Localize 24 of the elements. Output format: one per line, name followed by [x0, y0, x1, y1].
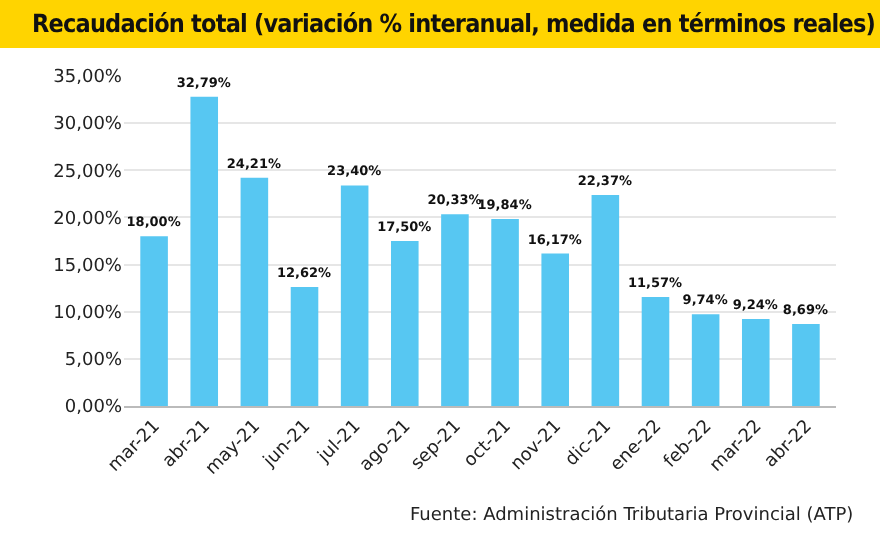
bar — [591, 195, 620, 406]
y-tick-label: 35,00% — [53, 68, 123, 89]
y-tick-label: 15,00% — [53, 256, 123, 277]
bar — [741, 318, 770, 406]
y-tick-label: 25,00% — [53, 162, 123, 183]
bar — [290, 287, 319, 406]
bar — [541, 253, 569, 406]
bar — [340, 185, 369, 406]
y-tick-label: 20,00% — [53, 209, 123, 230]
bar — [491, 218, 519, 406]
bar — [691, 314, 720, 406]
bar — [792, 324, 820, 406]
bar — [441, 214, 469, 406]
bar — [190, 96, 219, 406]
y-tick-label: 5,00% — [64, 351, 123, 372]
bar — [140, 236, 168, 406]
bar — [240, 177, 269, 406]
chart-title: Recaudación total (variación % interanual, medida en términos reales) — [0, 0, 880, 48]
bar — [391, 241, 419, 406]
y-tick-label: 0,00% — [64, 398, 123, 419]
bar — [641, 296, 670, 406]
y-tick-label: 30,00% — [53, 115, 123, 136]
y-tick-label: 10,00% — [53, 304, 123, 325]
source-note: Fuente: Administración Tributaria Provincial (ATP) — [410, 504, 854, 526]
